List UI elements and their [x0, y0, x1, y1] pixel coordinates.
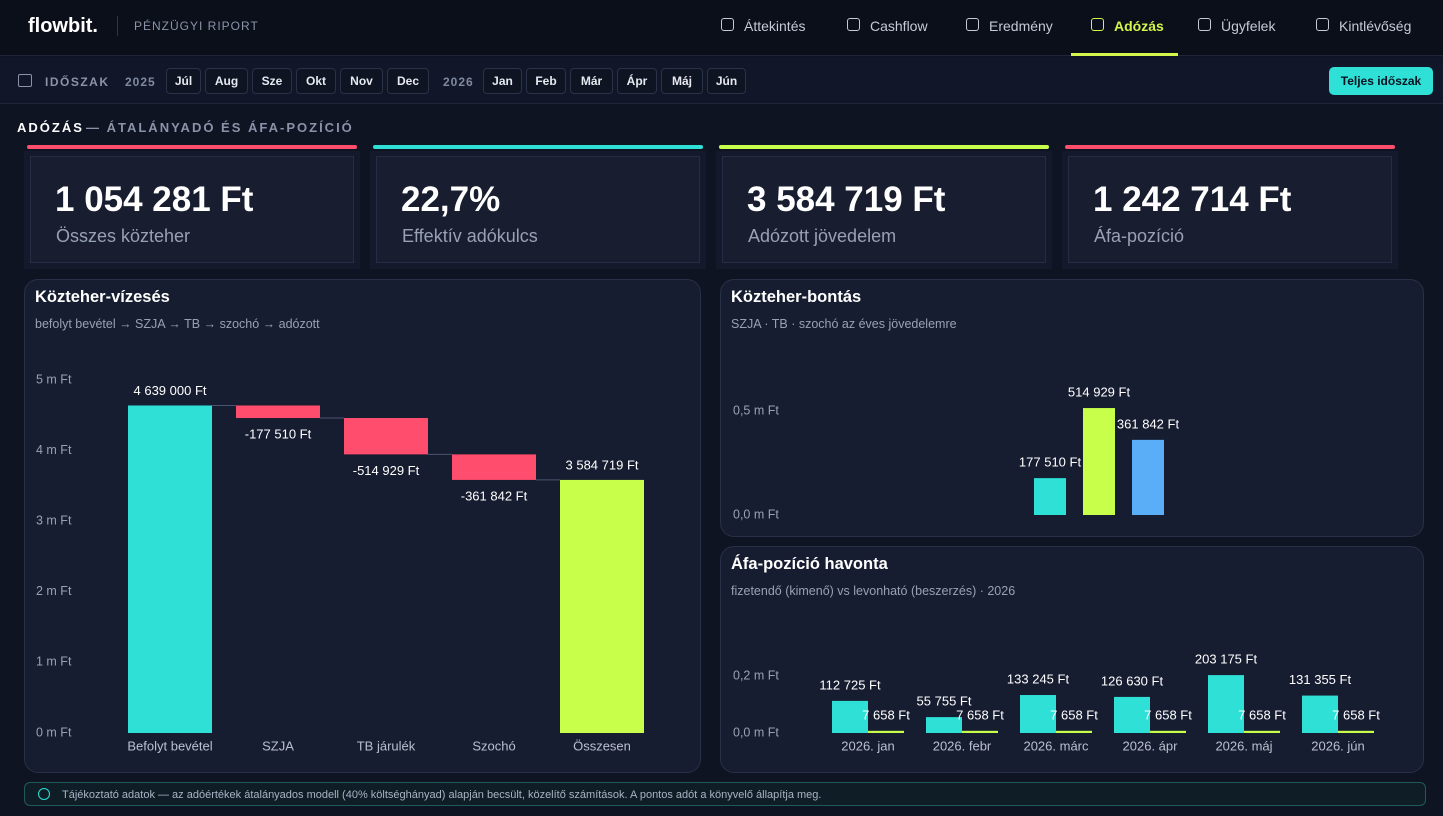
month-button[interactable]: Okt: [296, 68, 336, 94]
report-subtitle: PÉNZÜGYI RIPORT: [134, 19, 259, 33]
kpi-label: Effektív adókulcs: [402, 226, 538, 246]
nav-icon: [1316, 18, 1329, 31]
nav-icon: [1091, 18, 1104, 31]
kpi-label: Áfa-pozíció: [1094, 226, 1185, 246]
kpi-accent: [719, 145, 1049, 149]
chart-subtitle: befolyt bevétel → SZJA → TB → szochó → a…: [35, 317, 320, 331]
section-title: ADÓZÁS: [17, 120, 84, 135]
nav-tab[interactable]: Eredmény: [989, 18, 1053, 34]
month-button[interactable]: Jún: [707, 68, 746, 94]
kpi-label: Adózott jövedelem: [748, 226, 897, 246]
nav-tab[interactable]: Ügyfelek: [1221, 18, 1276, 34]
chart-panel: [720, 546, 1424, 773]
nav-icon: [847, 18, 860, 31]
chart-title: Közteher-bontás: [731, 288, 862, 306]
nav-tab[interactable]: Cashflow: [870, 18, 928, 34]
month-button[interactable]: Dec: [387, 68, 429, 94]
month-button[interactable]: Nov: [340, 68, 383, 94]
kpi-label: Összes közteher: [56, 226, 191, 246]
month-button[interactable]: Ápr: [617, 68, 657, 94]
year-label: 2025: [125, 75, 156, 89]
filter-label: IDŐSZAK: [45, 75, 110, 89]
year-label: 2026: [443, 75, 474, 89]
section-subtitle: — ÁTALÁNYADÓ ÉS ÁFA-POZÍCIÓ: [86, 120, 354, 135]
month-button[interactable]: Már: [570, 68, 613, 94]
kpi-value: 22,7%: [401, 180, 501, 219]
chart-subtitle: SZJA · TB · szochó az éves jövedelemre: [731, 317, 957, 331]
nav-tab[interactable]: Áttekintés: [744, 18, 806, 34]
chart-panel: [720, 279, 1424, 537]
kpi-value: 1 242 714 Ft: [1093, 180, 1292, 219]
nav-tab[interactable]: Adózás: [1114, 18, 1164, 34]
kpi-accent: [27, 145, 357, 149]
month-button[interactable]: Máj: [661, 68, 703, 94]
month-button[interactable]: Feb: [526, 68, 566, 94]
info-icon: [38, 788, 50, 800]
nav-icon: [966, 18, 979, 31]
kpi-inner: [376, 156, 700, 263]
month-button[interactable]: Aug: [205, 68, 248, 94]
kpi-accent: [1065, 145, 1395, 149]
chart-title: Áfa-pozíció havonta: [731, 555, 888, 573]
divider: [117, 16, 118, 36]
footer-note: [24, 782, 1426, 806]
month-button[interactable]: Jan: [483, 68, 522, 94]
nav-underline: [1071, 53, 1178, 56]
kpi-inner: [1068, 156, 1392, 263]
chart-panel: [24, 279, 701, 773]
kpi-value: 3 584 719 Ft: [747, 180, 946, 219]
month-button[interactable]: Júl: [166, 68, 201, 94]
month-button[interactable]: Sze: [252, 68, 292, 94]
full-period-button[interactable]: Teljes időszak: [1329, 67, 1433, 95]
kpi-accent: [373, 145, 703, 149]
kpi-inner: [722, 156, 1046, 263]
chart-title: Közteher-vízesés: [35, 288, 170, 306]
calendar-icon: [18, 74, 32, 87]
kpi-value: 1 054 281 Ft: [55, 180, 254, 219]
nav-icon: [1198, 18, 1211, 31]
chart-subtitle: fizetendő (kimenő) vs levonható (beszerz…: [731, 584, 1016, 598]
kpi-inner: [30, 156, 354, 263]
nav-tab[interactable]: Kintlévőség: [1339, 18, 1412, 34]
footer-text: Tájékoztató adatok — az adóértékek átalá…: [62, 789, 822, 801]
brand: flowbit.: [28, 15, 98, 37]
nav-icon: [721, 18, 734, 31]
